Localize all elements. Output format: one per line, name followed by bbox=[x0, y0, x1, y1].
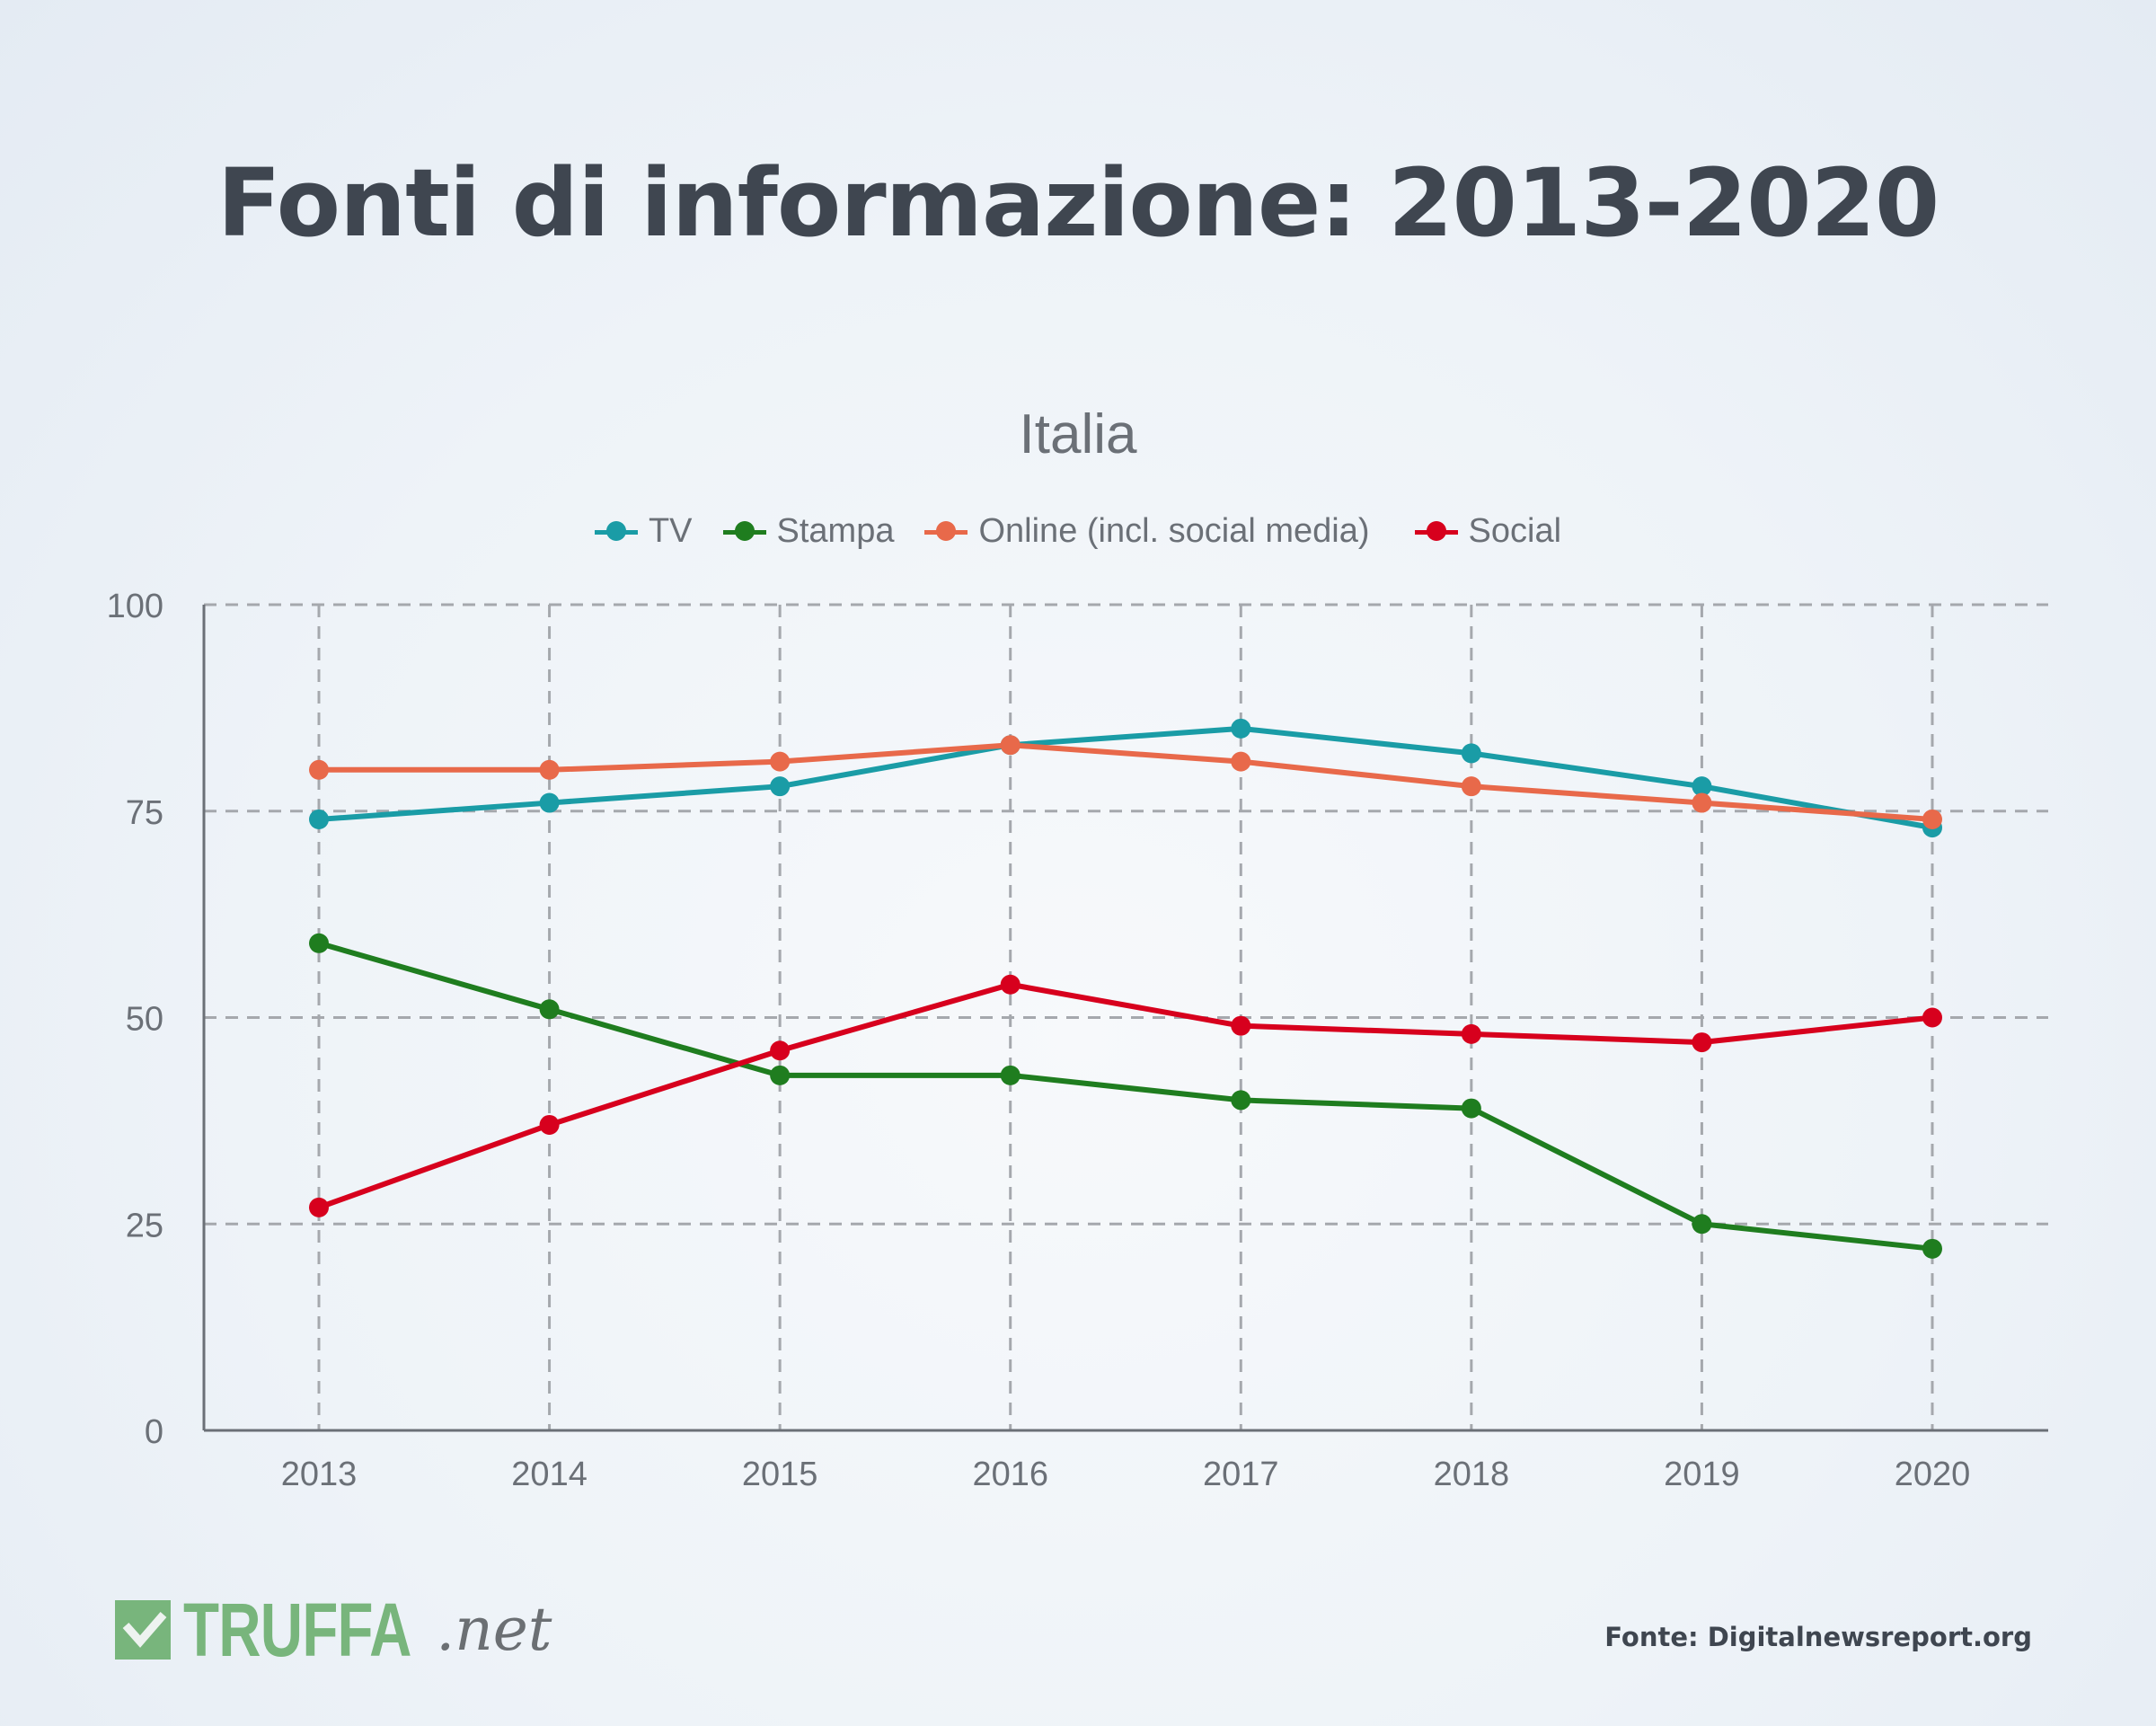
data-point[interactable] bbox=[539, 1114, 560, 1135]
logo-suffix: .net bbox=[436, 1595, 552, 1664]
data-point[interactable] bbox=[770, 751, 791, 772]
data-point[interactable] bbox=[1692, 776, 1712, 797]
data-point[interactable] bbox=[770, 776, 791, 797]
y-tick-label: 0 bbox=[145, 1413, 163, 1451]
data-point[interactable] bbox=[1692, 1214, 1712, 1235]
y-tick-label: 50 bbox=[126, 1001, 163, 1039]
data-point[interactable] bbox=[1922, 1007, 1942, 1028]
data-point[interactable] bbox=[1922, 1238, 1942, 1259]
data-point[interactable] bbox=[770, 1065, 791, 1085]
data-point[interactable] bbox=[1231, 1090, 1251, 1111]
data-point[interactable] bbox=[770, 1040, 791, 1061]
legend-label: Stampa bbox=[776, 512, 895, 550]
x-tick-label: 2013 bbox=[281, 1456, 358, 1493]
x-tick-label: 2014 bbox=[511, 1456, 588, 1493]
checkmark-icon bbox=[115, 1600, 171, 1660]
y-tick-label: 100 bbox=[107, 588, 163, 625]
legend-item-online[interactable]: Online (incl. social media) bbox=[924, 512, 1370, 551]
data-point[interactable] bbox=[539, 999, 560, 1020]
chart-subtitle: Italia bbox=[1019, 403, 1137, 465]
x-tick-label: 2015 bbox=[742, 1456, 818, 1493]
y-tick-label: 75 bbox=[126, 794, 163, 832]
data-point[interactable] bbox=[1231, 751, 1251, 772]
data-point[interactable] bbox=[1231, 718, 1251, 739]
x-tick-label: 2020 bbox=[1895, 1456, 1971, 1493]
legend-label: Online (incl. social media) bbox=[978, 512, 1370, 550]
data-point[interactable] bbox=[1692, 1032, 1712, 1053]
legend-label: Social bbox=[1468, 512, 1562, 550]
data-point[interactable] bbox=[1461, 1023, 1481, 1044]
legend-item-social[interactable]: Social bbox=[1414, 512, 1562, 551]
truffa-logo[interactable]: TRUFFA .net bbox=[115, 1592, 552, 1668]
data-point[interactable] bbox=[1000, 735, 1021, 756]
data-point[interactable] bbox=[309, 1197, 329, 1217]
legend: TV Stampa Online (incl. social media) So… bbox=[0, 512, 2156, 551]
legend-marker-icon bbox=[1414, 520, 1458, 543]
data-point[interactable] bbox=[1461, 1098, 1481, 1119]
legend-item-tv[interactable]: TV bbox=[594, 512, 693, 551]
x-tick-label: 2016 bbox=[972, 1456, 1048, 1493]
grid-lines bbox=[204, 603, 2048, 1430]
legend-marker-icon bbox=[594, 520, 638, 543]
data-point[interactable] bbox=[539, 759, 560, 780]
logo-text: TRUFFA bbox=[183, 1588, 412, 1672]
x-tick-label: 2018 bbox=[1434, 1456, 1510, 1493]
data-point[interactable] bbox=[309, 933, 329, 953]
data-point[interactable] bbox=[309, 759, 329, 780]
y-tick-label: 25 bbox=[126, 1207, 163, 1244]
source-credit: Fonte: Digitalnewsreport.org bbox=[1604, 1622, 2032, 1652]
x-tick-label: 2019 bbox=[1664, 1456, 1740, 1493]
data-point[interactable] bbox=[1922, 809, 1942, 829]
data-point[interactable] bbox=[1000, 974, 1021, 995]
data-point[interactable] bbox=[1461, 743, 1481, 764]
series-stampa bbox=[309, 933, 1942, 1259]
legend-marker-icon bbox=[722, 520, 766, 543]
data-point[interactable] bbox=[309, 809, 329, 829]
data-point[interactable] bbox=[1461, 776, 1481, 797]
data-point[interactable] bbox=[1000, 1065, 1021, 1085]
legend-label: TV bbox=[648, 512, 693, 550]
x-tick-label: 2017 bbox=[1203, 1456, 1279, 1493]
series-social bbox=[309, 974, 1942, 1217]
legend-marker-icon bbox=[924, 520, 968, 543]
chart-title: Fonti di informazione: 2013-2020 bbox=[216, 148, 1940, 258]
series-online bbox=[309, 735, 1942, 829]
legend-item-stampa[interactable]: Stampa bbox=[722, 512, 895, 551]
data-point[interactable] bbox=[1692, 792, 1712, 813]
data-point[interactable] bbox=[539, 792, 560, 813]
data-point[interactable] bbox=[1231, 1015, 1251, 1036]
